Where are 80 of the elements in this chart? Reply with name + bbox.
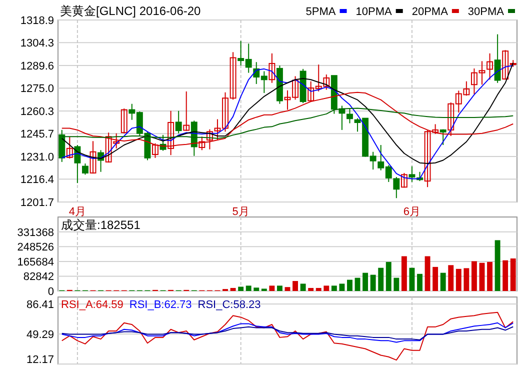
bar (331, 286, 337, 291)
bar (510, 258, 516, 291)
bar (386, 262, 392, 291)
candlestick (58, 129, 66, 162)
bar (456, 268, 462, 291)
y-tick-label: 1275.0 (20, 83, 54, 96)
bar (417, 274, 422, 291)
series-label: RSI_C:58.23 (198, 299, 261, 311)
bar (409, 268, 415, 291)
bar (464, 268, 470, 291)
chart-title: 成交量:182551 (61, 218, 141, 232)
legend-label: 30PMA (468, 6, 505, 18)
bar (378, 268, 384, 291)
y-tick-label: 248526 (17, 242, 54, 254)
y-tick-label: 1318.9 (20, 15, 54, 27)
y-tick-label: 165684 (17, 256, 54, 268)
bar (324, 286, 330, 291)
bar (432, 266, 438, 291)
legend-label: 10PMA (356, 6, 392, 18)
bar (254, 288, 260, 291)
candlestick (175, 110, 182, 134)
candlestick (90, 140, 96, 174)
y-tick-label: 82842 (23, 271, 54, 284)
bar (308, 288, 314, 291)
legend-label: 5PMA (306, 6, 336, 18)
bar (370, 274, 376, 291)
y-tick-label: 1260.3 (20, 106, 54, 118)
y-tick-label: 1289.6 (20, 60, 54, 72)
candlestick (408, 166, 416, 182)
bar (269, 286, 275, 291)
bar (448, 265, 454, 291)
bar (339, 284, 345, 291)
y-tick-label: 12.17 (26, 354, 54, 365)
series-label: RSI_B:62.73 (129, 299, 192, 311)
bar (440, 272, 446, 291)
bar (502, 260, 508, 291)
bar (292, 281, 298, 291)
bar (354, 278, 360, 291)
y-tick-label: 1245.7 (20, 128, 54, 141)
bar (300, 284, 306, 291)
candlestick (268, 52, 276, 84)
candlestick (440, 128, 446, 146)
bar (284, 287, 290, 291)
y-tick-label: 1304.3 (20, 38, 54, 50)
bar (362, 272, 368, 291)
candlestick (183, 90, 190, 132)
bar (471, 261, 477, 291)
x-tick-label: 4月 (68, 206, 86, 218)
bar (238, 286, 244, 291)
bar (401, 256, 407, 291)
series-label: RSI_A:64.59 (61, 299, 124, 311)
legend-label: 20PMA (412, 6, 449, 18)
bar (347, 280, 352, 291)
bar (230, 288, 236, 291)
y-tick-label: 86.41 (26, 298, 54, 311)
candlestick (346, 108, 353, 124)
y-tick-label: 1201.7 (20, 197, 54, 209)
chart-title: 美黄金[GLNC] 2016-06-20 (60, 4, 202, 18)
candlestick (82, 162, 88, 176)
candlestick (486, 52, 493, 80)
candlestick (120, 108, 128, 134)
y-tick-label: 1231.0 (20, 152, 54, 164)
bar (246, 286, 252, 291)
candlestick (400, 172, 408, 188)
x-tick-label: 6月 (403, 206, 421, 218)
bar (316, 288, 322, 291)
candlestick (74, 144, 81, 184)
candlestick (66, 136, 73, 160)
bar (494, 240, 500, 291)
bar (479, 262, 485, 291)
y-tick-label: 331368 (17, 226, 54, 239)
candlestick (494, 34, 501, 84)
bar (424, 256, 430, 291)
x-tick-label: 5月 (232, 206, 250, 218)
y-tick-label: 1216.4 (20, 174, 54, 186)
bar (487, 262, 492, 291)
bar (394, 278, 400, 291)
y-tick-label: 49.29 (26, 328, 54, 341)
y-tick-label: 0 (48, 286, 54, 298)
bar (276, 286, 282, 291)
